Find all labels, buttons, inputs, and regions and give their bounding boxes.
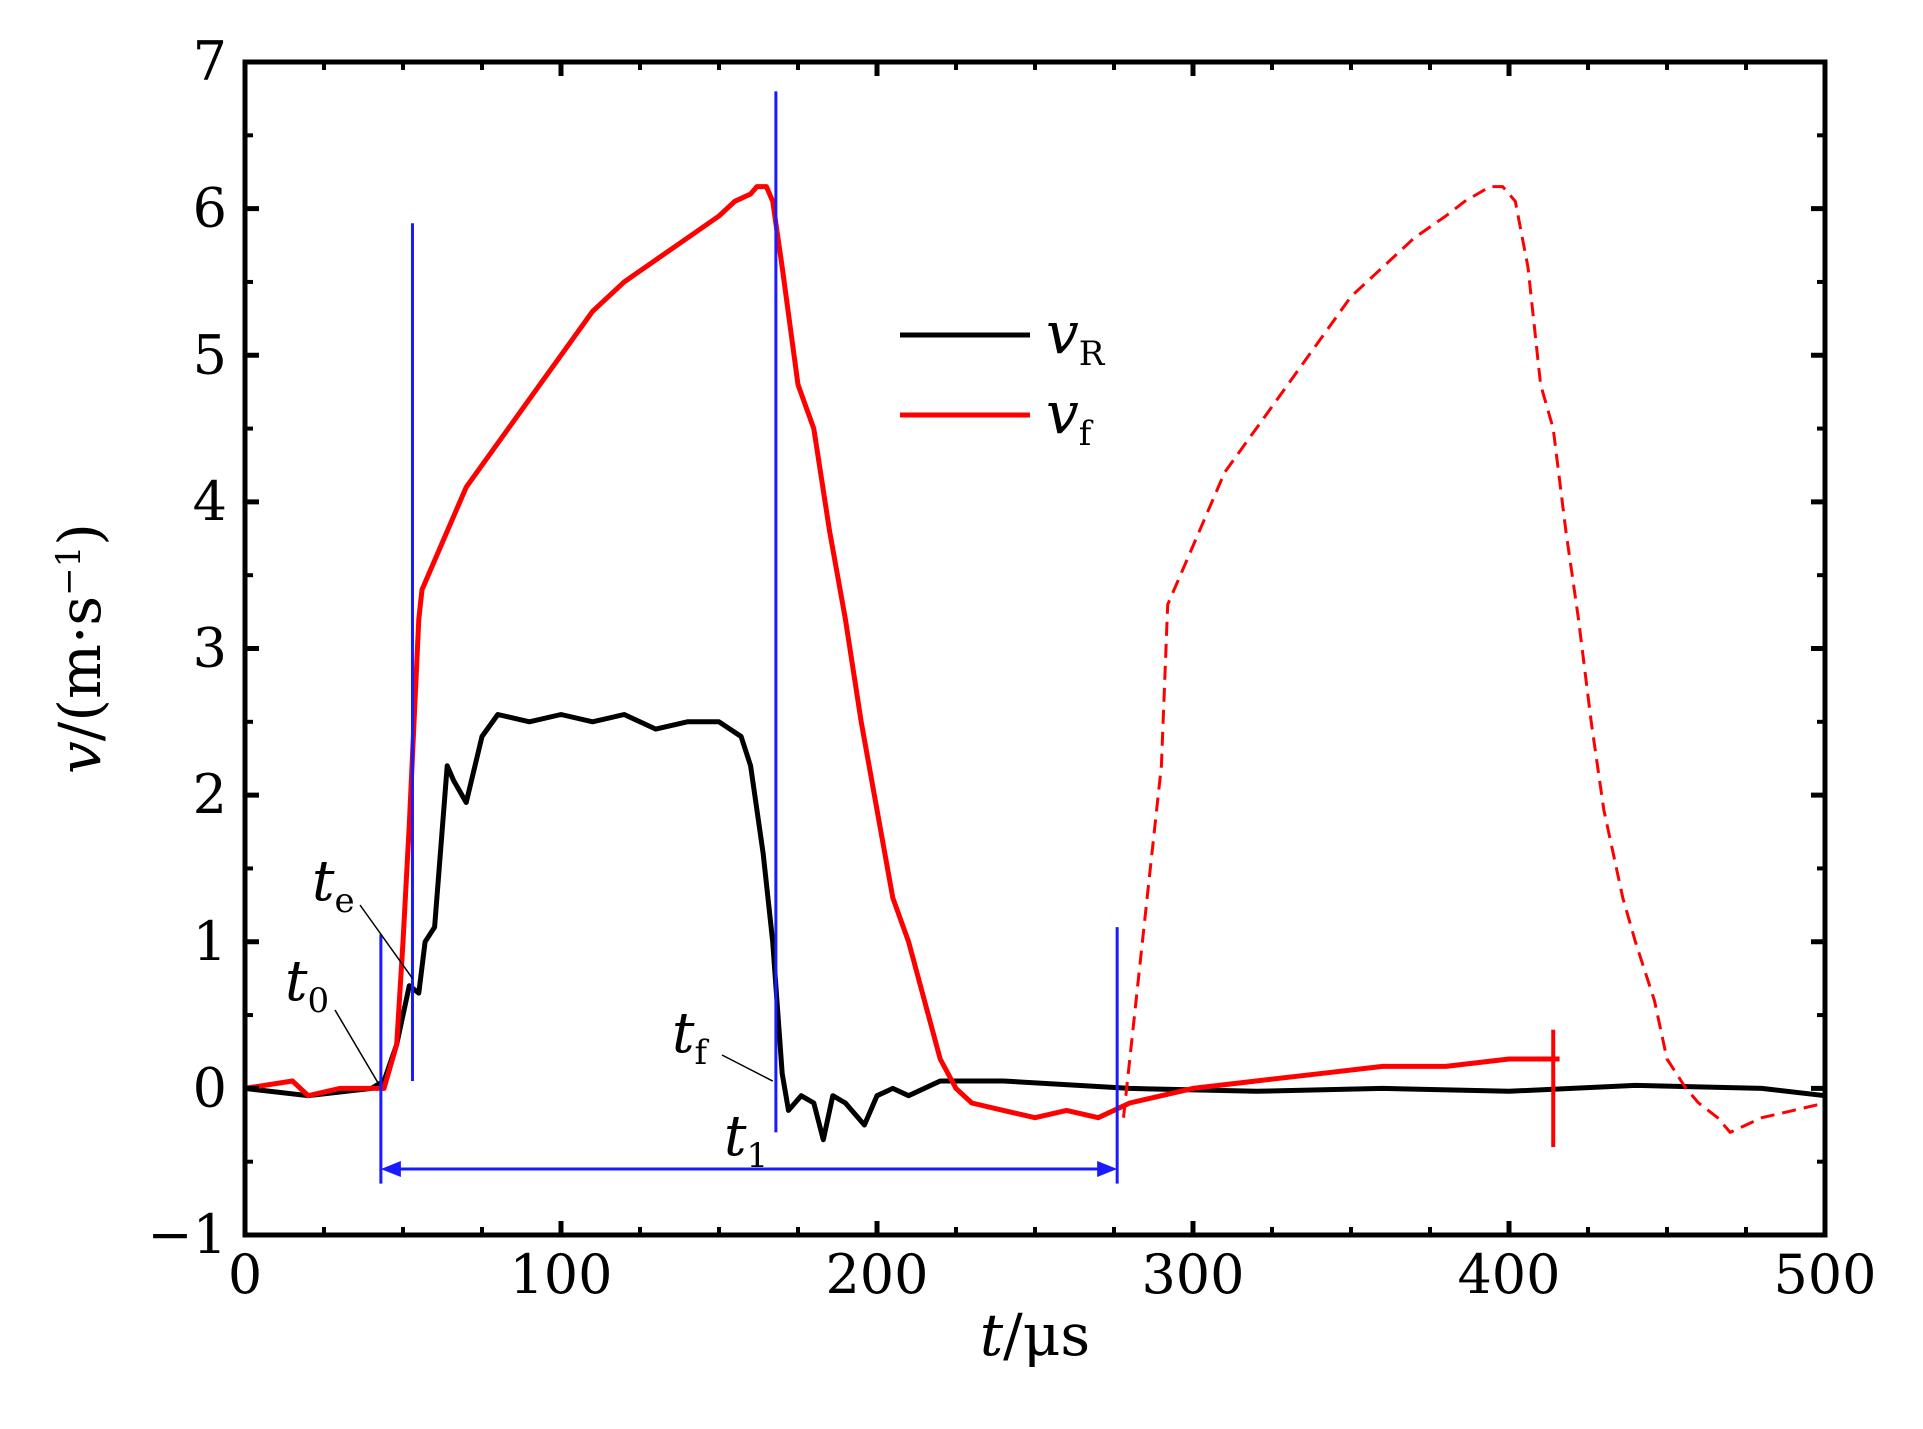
plot-frame [242, 59, 1828, 1238]
y-axis-title-close: ) [46, 523, 114, 546]
x-tick-label: 300 [1141, 1243, 1244, 1306]
t0-label: t0 [285, 949, 329, 1021]
t0-leader-line [334, 1009, 379, 1083]
y-axis-title: v/(m·s−1) [46, 523, 114, 774]
y-tick-label: 5 [193, 323, 227, 386]
x-tick-label: 0 [228, 1243, 262, 1306]
legend: vR vf [900, 299, 1106, 454]
series-vf-shifted [1122, 185, 1826, 1134]
legend-label-vf: vf [1046, 379, 1094, 454]
te-leader-line [359, 904, 414, 979]
t1-arrowhead-left [380, 1161, 401, 1178]
y-tick-label: 0 [193, 1056, 227, 1119]
y-tick-label: 3 [193, 617, 227, 680]
series-vf [244, 184, 1560, 1121]
series-vR [244, 712, 1826, 1143]
y-tick-label: −1 [147, 1203, 227, 1266]
y-tick-label: 7 [193, 30, 227, 93]
y-axis-title-var: v [46, 741, 114, 774]
t1-arrowhead-right [1097, 1161, 1118, 1178]
y-tick-label: 1 [193, 910, 227, 973]
x-axis-title-var: t [980, 1301, 1004, 1369]
legend-label-vR: vR [1046, 299, 1106, 374]
y-tick-label: 6 [193, 177, 227, 240]
tick-layer [242, 59, 1828, 1238]
t1-label: t1 [724, 1104, 768, 1176]
y-tick-label: 4 [193, 470, 227, 533]
y-axis-title-exponent: −1 [49, 546, 89, 596]
y-axis-title-unit: /(m·s [46, 596, 114, 741]
x-tick-label: 200 [825, 1243, 928, 1306]
x-tick-label: 100 [509, 1243, 612, 1306]
te-label: te [312, 849, 355, 921]
tf-leader-line [721, 1054, 774, 1082]
annotations: t0 te tf t1 [285, 849, 1118, 1178]
x-axis-title: t/μs [980, 1301, 1090, 1369]
tf-label: tf [672, 1001, 710, 1073]
marker-layer [379, 91, 1119, 1184]
x-tick-label: 400 [1457, 1243, 1560, 1306]
y-tick-label: 2 [193, 763, 227, 826]
series-layer [244, 184, 1826, 1148]
x-axis-title-unit: /μs [1003, 1301, 1090, 1369]
x-tick-label: 500 [1773, 1243, 1876, 1306]
